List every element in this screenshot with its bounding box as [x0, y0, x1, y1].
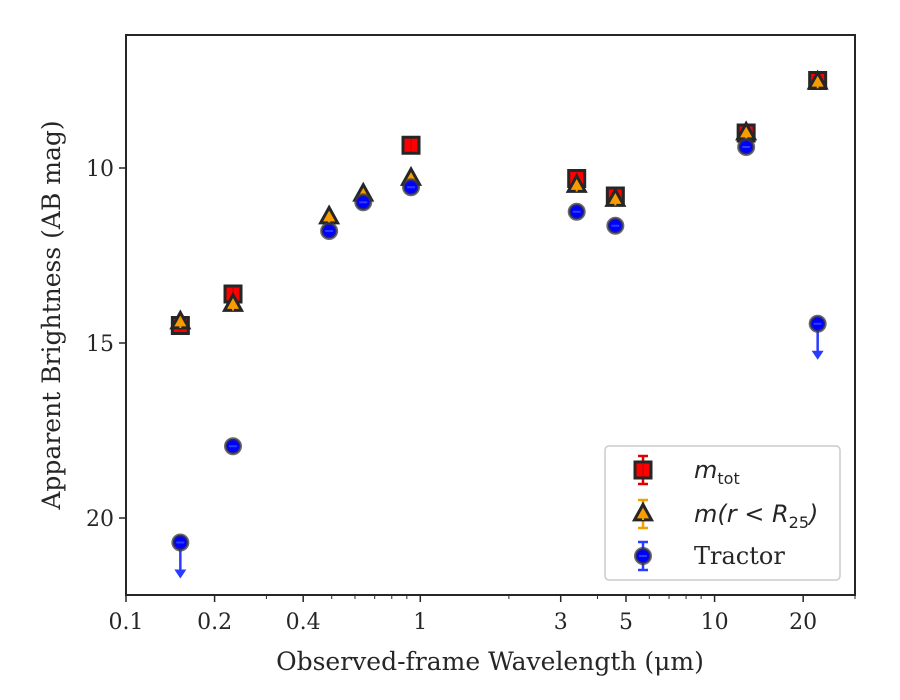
series-circle [171, 138, 827, 579]
legend-label: Tractor [694, 542, 785, 570]
x-tick-label: 3 [554, 610, 568, 635]
upper-limit-arrowhead [174, 569, 187, 579]
x-axis-title: Observed-frame Wavelength (μm) [276, 647, 704, 676]
x-tick-label: 1 [413, 610, 427, 635]
y-tick-label: 10 [86, 157, 114, 182]
x-tick-label: 20 [789, 610, 817, 635]
x-tick-label: 0.2 [197, 610, 232, 635]
x-tick-label: 10 [701, 610, 729, 635]
y-tick-label: 20 [86, 507, 114, 532]
axis-ticks: 0.1 0.2 0.4 1 3 5 10 20 10 15 20 [86, 157, 856, 635]
legend-label: m(r < R25) [694, 500, 818, 532]
x-tick-label: 5 [619, 610, 633, 635]
y-tick-label: 15 [86, 332, 114, 357]
upper-limit-arrowhead [811, 350, 824, 360]
x-tick-label: 0.1 [109, 610, 144, 635]
data-marks [169, 69, 829, 579]
legend-label: mtot [694, 456, 740, 488]
x-tick-label: 0.4 [286, 610, 321, 635]
y-axis-title: Apparent Brightness (AB mag) [37, 120, 66, 510]
legend: mtot m(r < R25) Tractor [604, 445, 841, 581]
legend-frame [604, 445, 841, 581]
